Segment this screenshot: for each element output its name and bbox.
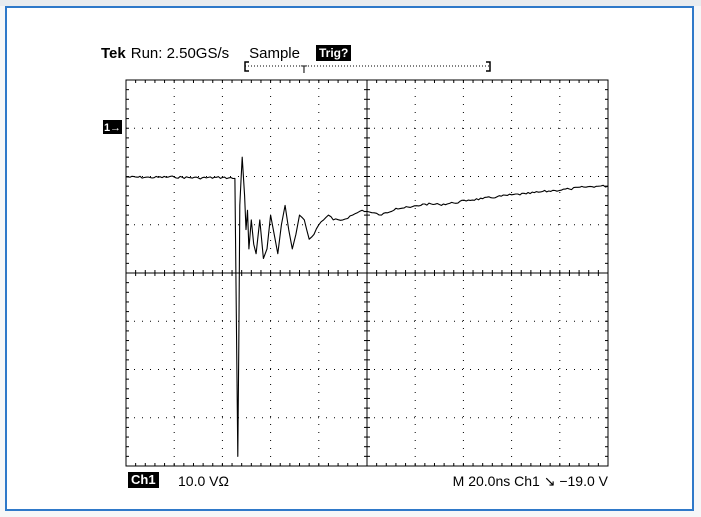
run-status: Run: 2.50GS/s bbox=[130, 44, 230, 62]
record-bracket-left bbox=[244, 61, 249, 72]
channel-badge: Ch1 bbox=[128, 472, 159, 488]
volts-per-div: 10.0 VΩ bbox=[178, 473, 229, 489]
brand-label: Tek bbox=[101, 44, 126, 62]
page-top-strip bbox=[0, 0, 701, 6]
trigger-status-badge: Trig? bbox=[315, 45, 352, 61]
scope-status-bar: Tek Run: 2.50GS/s Sample Trig? bbox=[101, 42, 352, 64]
figure-frame bbox=[5, 6, 694, 511]
graticule bbox=[125, 79, 609, 467]
channel-marker-label: 1→ bbox=[104, 122, 121, 134]
record-bracket-right bbox=[486, 61, 491, 72]
acquire-mode: Sample bbox=[249, 44, 300, 62]
channel-ground-marker: 1→ bbox=[103, 120, 122, 134]
trigger-position-marker: T bbox=[301, 64, 308, 76]
record-length-indicator: T bbox=[244, 61, 491, 76]
timebase-trigger-readout: M 20.0ns Ch1 ↘ −19.0 V bbox=[452, 473, 608, 489]
channel-marker-box bbox=[103, 120, 122, 134]
ch1-waveform-trace bbox=[126, 156, 609, 457]
scope-settings-bar: Ch1 10.0 VΩ M 20.0ns Ch1 ↘ −19.0 V bbox=[128, 471, 608, 491]
